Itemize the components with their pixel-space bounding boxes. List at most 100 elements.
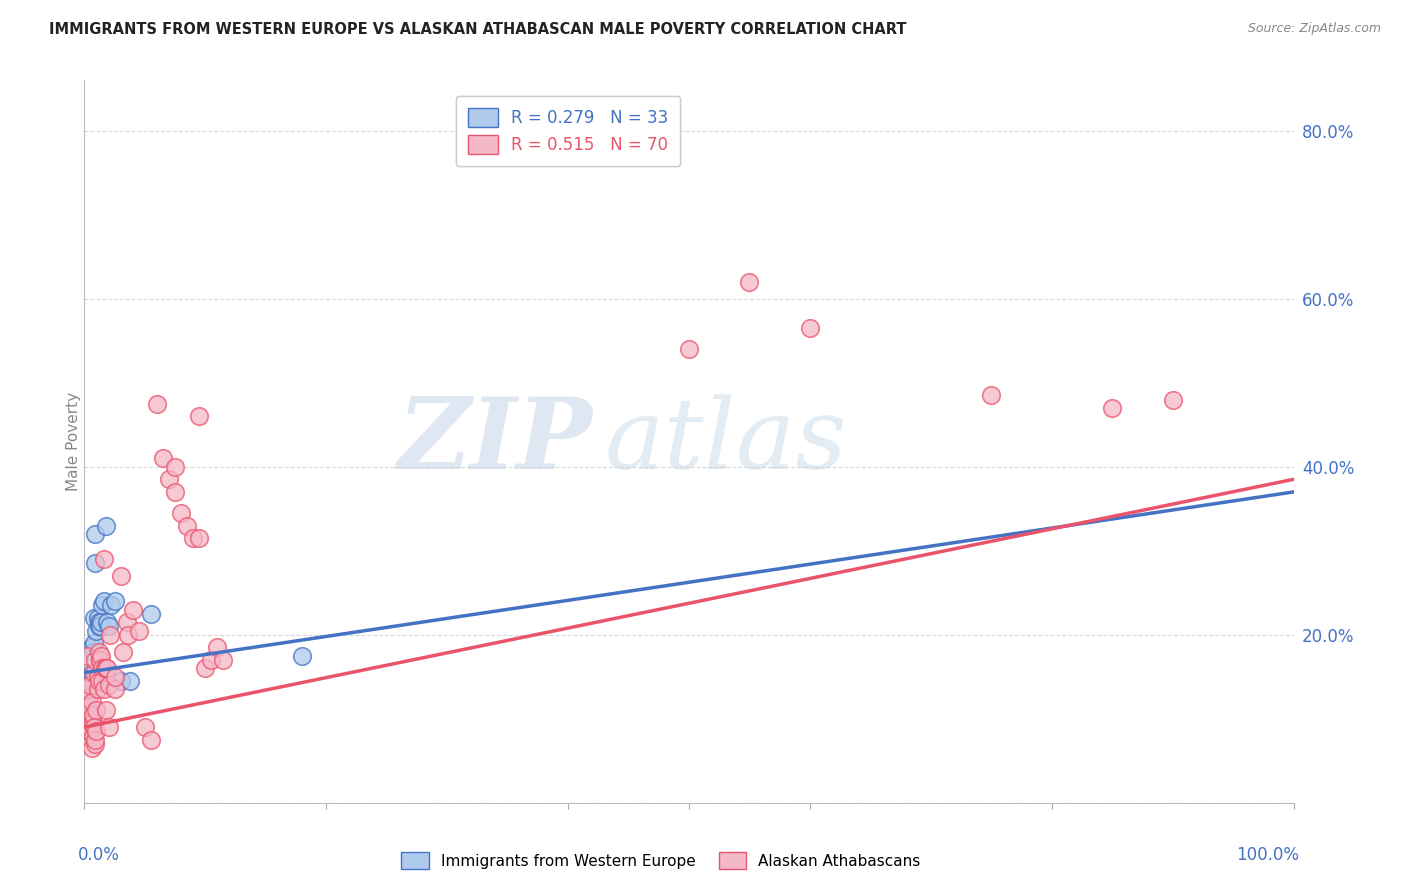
Point	[110, 569, 132, 583]
Point	[83, 611, 105, 625]
Point	[84, 557, 107, 571]
Point	[87, 644, 110, 658]
Legend: Immigrants from Western Europe, Alaskan Athabascans: Immigrants from Western Europe, Alaskan …	[395, 846, 927, 875]
Point	[75, 682, 97, 697]
Point	[146, 397, 169, 411]
Y-axis label: Male Poverty: Male Poverty	[66, 392, 80, 491]
Text: atlas: atlas	[605, 394, 846, 489]
Point	[75, 678, 97, 692]
Point	[139, 607, 162, 621]
Point	[83, 636, 105, 650]
Point	[799, 321, 821, 335]
Point	[104, 670, 127, 684]
Point	[91, 673, 114, 688]
Point	[104, 594, 127, 608]
Point	[200, 653, 222, 667]
Point	[79, 724, 101, 739]
Point	[82, 729, 104, 743]
Point	[77, 716, 100, 731]
Point	[157, 472, 180, 486]
Point	[79, 712, 101, 726]
Point	[97, 619, 120, 633]
Point	[80, 695, 103, 709]
Point	[77, 720, 100, 734]
Text: 0.0%: 0.0%	[79, 847, 120, 864]
Point	[188, 531, 211, 545]
Point	[100, 599, 122, 613]
Point	[165, 485, 187, 500]
Point	[212, 653, 235, 667]
Point	[86, 611, 108, 625]
Point	[181, 531, 204, 545]
Point	[134, 720, 156, 734]
Point	[83, 665, 105, 680]
Point	[1161, 392, 1184, 407]
Point	[188, 409, 211, 424]
Point	[93, 552, 115, 566]
Point	[117, 628, 139, 642]
Point	[84, 732, 107, 747]
Point	[90, 648, 112, 663]
Point	[86, 670, 108, 684]
Point	[77, 720, 100, 734]
Point	[291, 648, 314, 663]
Point	[97, 678, 120, 692]
Point	[80, 716, 103, 731]
Point	[82, 673, 104, 688]
Text: Source: ZipAtlas.com: Source: ZipAtlas.com	[1247, 22, 1381, 36]
Point	[207, 640, 229, 655]
Point	[79, 678, 101, 692]
Point	[104, 682, 127, 697]
Point	[121, 602, 143, 616]
Point	[678, 342, 700, 356]
Point	[89, 653, 111, 667]
Point	[738, 275, 761, 289]
Point	[87, 619, 110, 633]
Point	[94, 661, 117, 675]
Point	[96, 615, 118, 630]
Point	[79, 699, 101, 714]
Point	[1101, 401, 1123, 415]
Point	[86, 703, 108, 717]
Point	[86, 682, 108, 697]
Point	[86, 724, 108, 739]
Point	[176, 518, 198, 533]
Text: 100.0%: 100.0%	[1236, 847, 1299, 864]
Point	[93, 594, 115, 608]
Point	[96, 661, 118, 675]
Point	[76, 682, 98, 697]
Point	[94, 661, 117, 675]
Point	[86, 624, 108, 638]
Point	[76, 648, 98, 663]
Text: IMMIGRANTS FROM WESTERN EUROPE VS ALASKAN ATHABASCAN MALE POVERTY CORRELATION CH: IMMIGRANTS FROM WESTERN EUROPE VS ALASKA…	[49, 22, 907, 37]
Point	[112, 644, 135, 658]
Point	[80, 665, 103, 680]
Point	[82, 716, 104, 731]
Point	[82, 644, 104, 658]
Point	[77, 724, 100, 739]
Point	[194, 661, 217, 675]
Point	[89, 619, 111, 633]
Point	[80, 640, 103, 655]
Point	[89, 653, 111, 667]
Point	[152, 451, 174, 466]
Point	[77, 712, 100, 726]
Point	[83, 720, 105, 734]
Point	[93, 682, 115, 697]
Point	[98, 628, 121, 642]
Point	[94, 518, 117, 533]
Point	[97, 720, 120, 734]
Point	[94, 703, 117, 717]
Point	[120, 673, 142, 688]
Point	[77, 707, 100, 722]
Point	[80, 741, 103, 756]
Point	[77, 690, 100, 705]
Point	[165, 459, 187, 474]
Point	[87, 673, 110, 688]
Point	[90, 615, 112, 630]
Point	[84, 653, 107, 667]
Point	[84, 527, 107, 541]
Point	[91, 599, 114, 613]
Point	[87, 615, 110, 630]
Point	[82, 707, 104, 722]
